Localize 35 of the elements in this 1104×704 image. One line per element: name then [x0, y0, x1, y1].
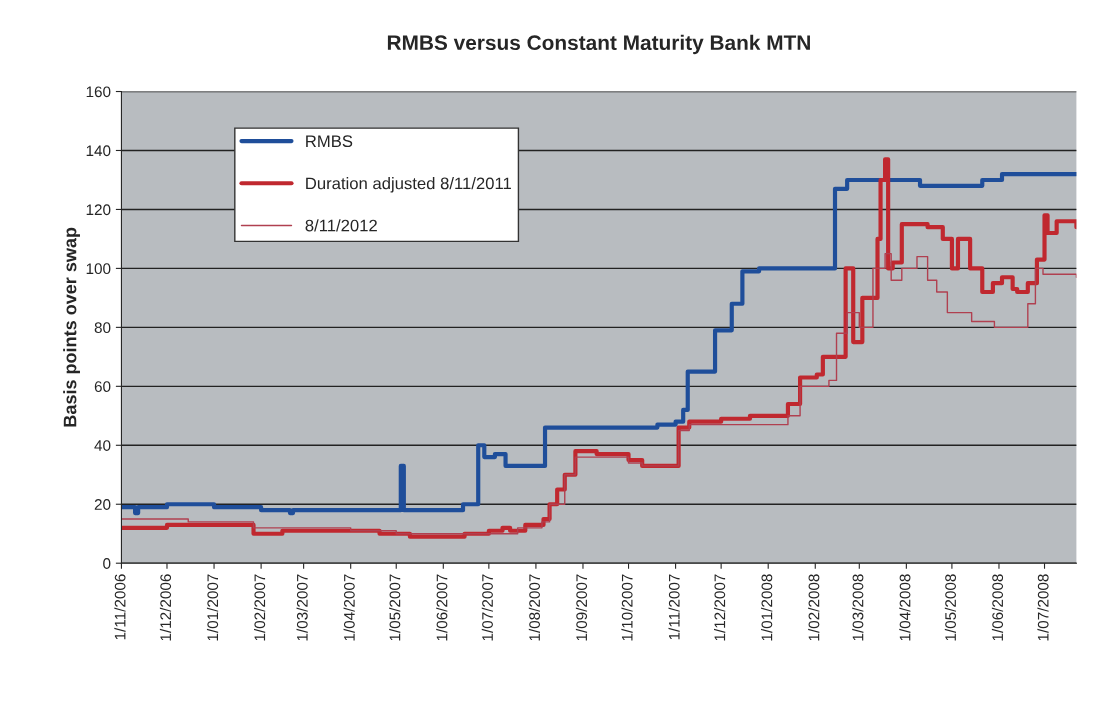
- x-tick-label: 1/03/2008: [852, 574, 864, 641]
- x-tick-label: 1/08/2007: [528, 574, 541, 641]
- x-tick-label: 1/04/2008: [899, 574, 911, 641]
- x-tick-label: 1/07/2007: [481, 574, 493, 641]
- x-tick-label: 1/09/2007: [575, 574, 588, 641]
- x-tick-label: 1/03/2007: [296, 574, 308, 641]
- x-tick-label: 1/05/2008: [944, 574, 957, 641]
- y-tick-label: 60: [94, 381, 111, 393]
- y-tick-label: 0: [103, 558, 111, 569]
- x-tick-label: 1/07/2008: [1037, 574, 1049, 641]
- y-tick-label: 140: [86, 145, 111, 157]
- y-tick-label: 80: [94, 322, 111, 334]
- x-tick-label: 1/11/2006: [114, 574, 126, 640]
- x-tick-label: 1/11/2007: [668, 574, 680, 640]
- legend-label: RMBS: [306, 135, 353, 148]
- legend-label: Duration adjusted 8/11/2011: [306, 177, 511, 193]
- x-tick-label: 1/04/2007: [343, 574, 355, 641]
- chart-title: RMBS versus Constant Maturity Bank MTN: [387, 34, 810, 55]
- x-tick-label: 1/10/2007: [621, 574, 633, 641]
- y-tick-label: 40: [94, 440, 111, 451]
- x-tick-label: 1/02/2007: [254, 574, 266, 641]
- y-tick-label: 100: [86, 263, 111, 275]
- x-tick-label: 1/02/2008: [808, 574, 820, 641]
- legend-label: 8/11/2012: [305, 219, 377, 232]
- y-axis-title: Basis points over swap: [63, 227, 80, 427]
- x-tick-label: 1/01/2008: [761, 574, 773, 641]
- x-tick-label: 1/12/2006: [159, 574, 172, 641]
- x-tick-label: 1/05/2007: [389, 574, 401, 641]
- y-tick-label: 120: [86, 204, 111, 216]
- y-tick-label: 160: [86, 86, 111, 98]
- x-tick-label: 1/06/2008: [991, 574, 1004, 641]
- x-tick-label: 1/12/2007: [714, 574, 726, 641]
- x-tick-label: 1/06/2007: [436, 574, 448, 641]
- x-tick-label: 1/01/2007: [206, 574, 219, 641]
- y-tick-label: 20: [94, 499, 111, 510]
